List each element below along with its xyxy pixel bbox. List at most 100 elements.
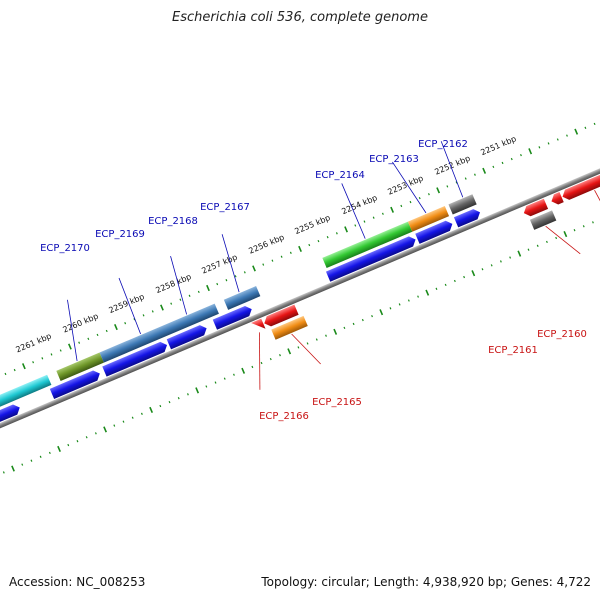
cds-arrow-forward[interactable]: [212, 304, 254, 330]
ruler-tick-upper: [114, 323, 118, 331]
ruler-tick-upper: [197, 290, 200, 294]
ruler-tick-lower: [527, 248, 530, 251]
tick-label-2258: 2258 kbp: [154, 272, 192, 295]
ruler-tick-upper: [547, 142, 550, 145]
ruler-tick-lower: [131, 416, 134, 419]
ruler-tick-lower: [306, 342, 309, 345]
cds-arrow-reverse[interactable]: [549, 192, 564, 206]
lower-ruler: [2, 221, 594, 474]
gene-label-ECP_2161[interactable]: ECP_2161: [488, 345, 538, 356]
ruler-tick-upper: [68, 343, 72, 350]
cds-arrow-reverse[interactable]: [522, 198, 549, 219]
feature-ECP_2163-orange[interactable]: [407, 205, 450, 232]
feature-ECP_2165-orange[interactable]: [271, 315, 308, 340]
ruler-tick-lower: [325, 334, 327, 337]
ruler-tick-lower: [168, 400, 171, 404]
cds-arrow-forward[interactable]: [49, 368, 102, 399]
tick-label-2253: 2253 kbp: [386, 174, 424, 197]
ruler-tick-lower: [398, 303, 401, 306]
ruler-tick-upper: [520, 153, 522, 157]
gene-label-ECP_2169[interactable]: ECP_2169: [95, 229, 145, 240]
ruler-tick-lower: [481, 268, 484, 271]
ruler-tick-upper: [556, 138, 559, 141]
ruler-tick-upper: [96, 333, 99, 337]
ruler-tick-upper: [501, 161, 504, 165]
ruler-tick-lower: [149, 406, 154, 413]
ruler-tick-lower: [343, 326, 346, 330]
leader-ECP_2169: [118, 277, 141, 335]
ruler-tick-upper: [418, 196, 421, 200]
ruler-tick-lower: [287, 348, 292, 355]
feature-ECP_2170-cyan[interactable]: [0, 374, 52, 424]
ruler-tick-upper: [381, 212, 384, 215]
leader-ECP_2168: [170, 255, 188, 315]
cds-arrow-forward[interactable]: [453, 207, 482, 228]
cds-arrow-forward[interactable]: [0, 402, 22, 437]
ruler-tick-upper: [289, 251, 292, 254]
ruler-tick-upper: [317, 239, 320, 243]
ruler-tick-upper: [593, 122, 596, 126]
gene-label-ECP_2160[interactable]: ECP_2160: [537, 329, 587, 340]
gene-label-ECP_2170[interactable]: ECP_2170: [40, 243, 90, 254]
ruler-tick-lower: [563, 231, 568, 238]
ruler-tick-lower: [379, 309, 384, 316]
gene-label-ECP_2167[interactable]: ECP_2167: [200, 202, 250, 213]
ruler-tick-upper: [436, 187, 441, 194]
cds-arrow-forward[interactable]: [415, 219, 454, 244]
ruler-tick-upper: [216, 282, 219, 286]
leader-ECP_2170: [67, 299, 78, 362]
ruler-tick-lower: [48, 451, 51, 455]
cds-arrow-reverse[interactable]: [262, 304, 299, 329]
accession-text: Accession: NC_008253: [9, 575, 146, 589]
ruler-tick-lower: [30, 459, 33, 462]
ruler-tick-upper: [446, 185, 449, 188]
ruler-tick-lower: [177, 397, 180, 400]
feature-ECP_2164-green[interactable]: [322, 221, 413, 269]
ruler-tick-upper: [584, 126, 587, 129]
gene-label-ECP_2163[interactable]: ECP_2163: [369, 154, 419, 165]
feature-ECP_2162-gray[interactable]: [448, 194, 477, 215]
ruler-tick-upper: [160, 304, 164, 311]
map-title: Escherichia coli 536, complete genome: [172, 10, 428, 25]
ruler-tick-lower: [195, 387, 200, 394]
feature-ECP_2167-steel[interactable]: [223, 286, 261, 310]
ruler-tick-lower: [371, 314, 373, 318]
ruler-tick-lower: [122, 420, 125, 423]
ruler-tick-upper: [13, 368, 16, 372]
feature-ECP_2161-gray[interactable]: [529, 210, 557, 230]
gene-label-ECP_2162[interactable]: ECP_2162: [418, 139, 468, 150]
cds-arrow-forward[interactable]: [102, 340, 169, 377]
ruler-tick-upper: [41, 357, 44, 360]
cds-arrow-forward[interactable]: [325, 234, 418, 282]
gene-label-ECP_2168[interactable]: ECP_2168: [148, 216, 198, 227]
reverse-feature-row: [271, 210, 557, 340]
gene-label-ECP_2165[interactable]: ECP_2165: [312, 397, 362, 408]
feature-ECP_2168-steel[interactable]: [99, 303, 219, 363]
ruler-tick-upper: [372, 216, 375, 219]
cds-arrow-reverse[interactable]: [560, 145, 600, 202]
ruler-tick-lower: [573, 229, 576, 232]
ruler-tick-upper: [50, 353, 53, 356]
ruler-tick-lower: [159, 404, 162, 408]
ruler-tick-lower: [425, 289, 430, 296]
ruler-tick-upper: [510, 157, 513, 161]
ruler-tick-upper: [326, 236, 329, 239]
ruler-tick-upper: [142, 314, 145, 317]
ruler-tick-upper: [344, 226, 348, 233]
ruler-tick-upper: [206, 284, 210, 292]
ruler-tick-lower: [545, 240, 548, 244]
ruler-tick-upper: [188, 294, 191, 297]
ruler-tick-upper: [400, 204, 403, 208]
label-leaders: [67, 141, 600, 390]
feature-ECP_2169-olive[interactable]: [56, 352, 104, 381]
cds-arrow-reverse[interactable]: [251, 318, 266, 333]
ruler-tick-lower: [85, 436, 88, 439]
ruler-tick-lower: [269, 357, 272, 361]
cds-arrow-forward[interactable]: [166, 323, 209, 350]
ruler-tick-lower: [94, 432, 97, 435]
ruler-tick-upper: [78, 341, 81, 344]
gene-label-ECP_2166[interactable]: ECP_2166: [259, 411, 309, 422]
ruler-tick-upper: [528, 148, 533, 155]
forward-gene-labels: ECP_2162 ECP_2163 ECP_2164 ECP_2167 ECP_…: [40, 139, 468, 254]
gene-label-ECP_2164[interactable]: ECP_2164: [315, 170, 365, 181]
